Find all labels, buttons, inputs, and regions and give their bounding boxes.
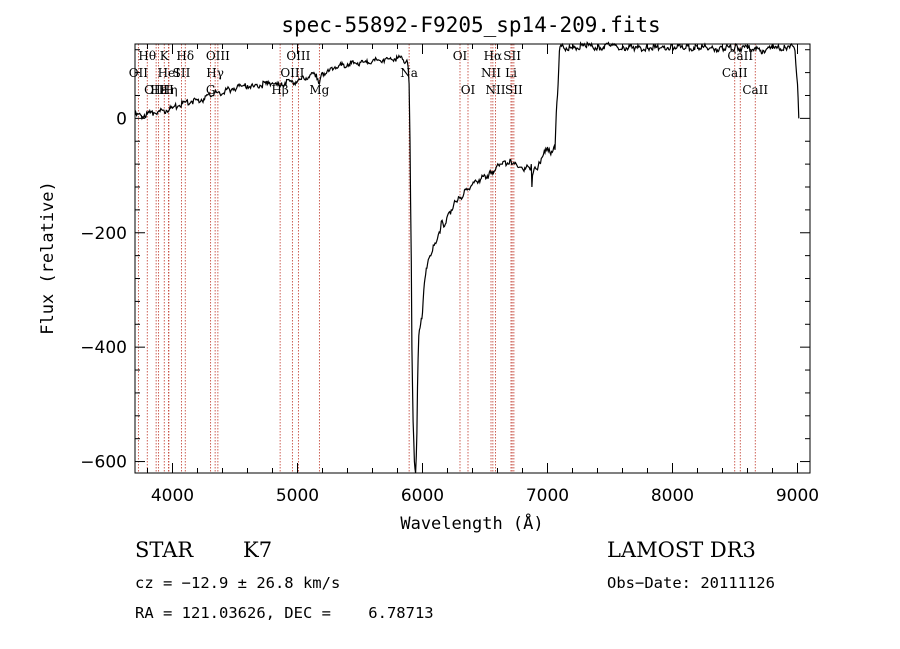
x-tick-label: 7000 (526, 486, 569, 506)
line-marker-label: Hη (160, 83, 178, 97)
line-marker-label: Hε (150, 83, 167, 97)
line-marker-label: SII (173, 66, 191, 80)
coordinates: RA = 121.03626, DEC = 6.78713 (135, 604, 434, 622)
line-marker-label: NII (486, 83, 506, 97)
line-marker-label: CaII (722, 66, 748, 80)
line-marker-label: Hθ (138, 49, 156, 63)
line-marker-label: SII (505, 83, 523, 97)
line-marker-label: OI (453, 49, 468, 63)
y-tick-label: 0 (116, 109, 127, 129)
line-marker-label: HeI (158, 66, 181, 80)
x-axis-label: Wavelength (Å) (400, 512, 543, 534)
line-marker-label: CaII (742, 83, 768, 97)
line-marker-label: OIII (280, 66, 304, 80)
line-marker-label: Mg (309, 83, 329, 97)
line-marker-label: Hγ (206, 66, 224, 80)
line-marker-label: OIII (286, 49, 310, 63)
x-tick-label: 4000 (151, 486, 194, 506)
line-marker-label: G (206, 83, 216, 97)
line-marker-label: OIII (206, 49, 230, 63)
line-marker-label: Hα (484, 49, 503, 63)
line-marker-label: Hδ (176, 49, 194, 63)
line-marker-label: OIII (144, 83, 168, 97)
x-tick-label: 9000 (776, 486, 819, 506)
line-markers (137, 44, 756, 473)
y-tick-label: −600 (80, 453, 127, 473)
line-marker-label: SII (503, 49, 521, 63)
spectrum-line (134, 41, 800, 474)
survey-name: LAMOST DR3 (607, 538, 756, 562)
line-marker-label: OI (461, 83, 476, 97)
line-marker-label: Li (505, 66, 517, 80)
y-tick-label: −200 (80, 224, 127, 244)
y-axis-label: Flux (relative) (38, 181, 58, 335)
line-marker-label: Hβ (271, 83, 288, 97)
plot-frame (134, 43, 811, 474)
observation-date: Obs−Date: 20111126 (607, 574, 775, 592)
axis-ticks: 4000 5000 6000 7000 8000 9000 0 −200 −400 −600 (80, 44, 819, 506)
chart-title: spec-55892-F9205_sp14-209.fits (281, 13, 660, 37)
line-marker-label: CaII (727, 49, 753, 63)
redshift-velocity: cz = −12.9 ± 26.8 km/s (135, 574, 341, 592)
x-tick-label: 8000 (651, 486, 694, 506)
y-tick-label: −400 (80, 338, 127, 358)
star-subclass: K7 (243, 538, 273, 562)
line-marker-label: H (163, 83, 173, 97)
x-tick-label: 5000 (276, 486, 319, 506)
line-marker-label: K (160, 49, 170, 63)
line-marker-label: NII (481, 66, 501, 80)
star-class: STAR (135, 538, 194, 562)
x-tick-label: 6000 (401, 486, 444, 506)
line-marker-label: Na (400, 66, 418, 80)
